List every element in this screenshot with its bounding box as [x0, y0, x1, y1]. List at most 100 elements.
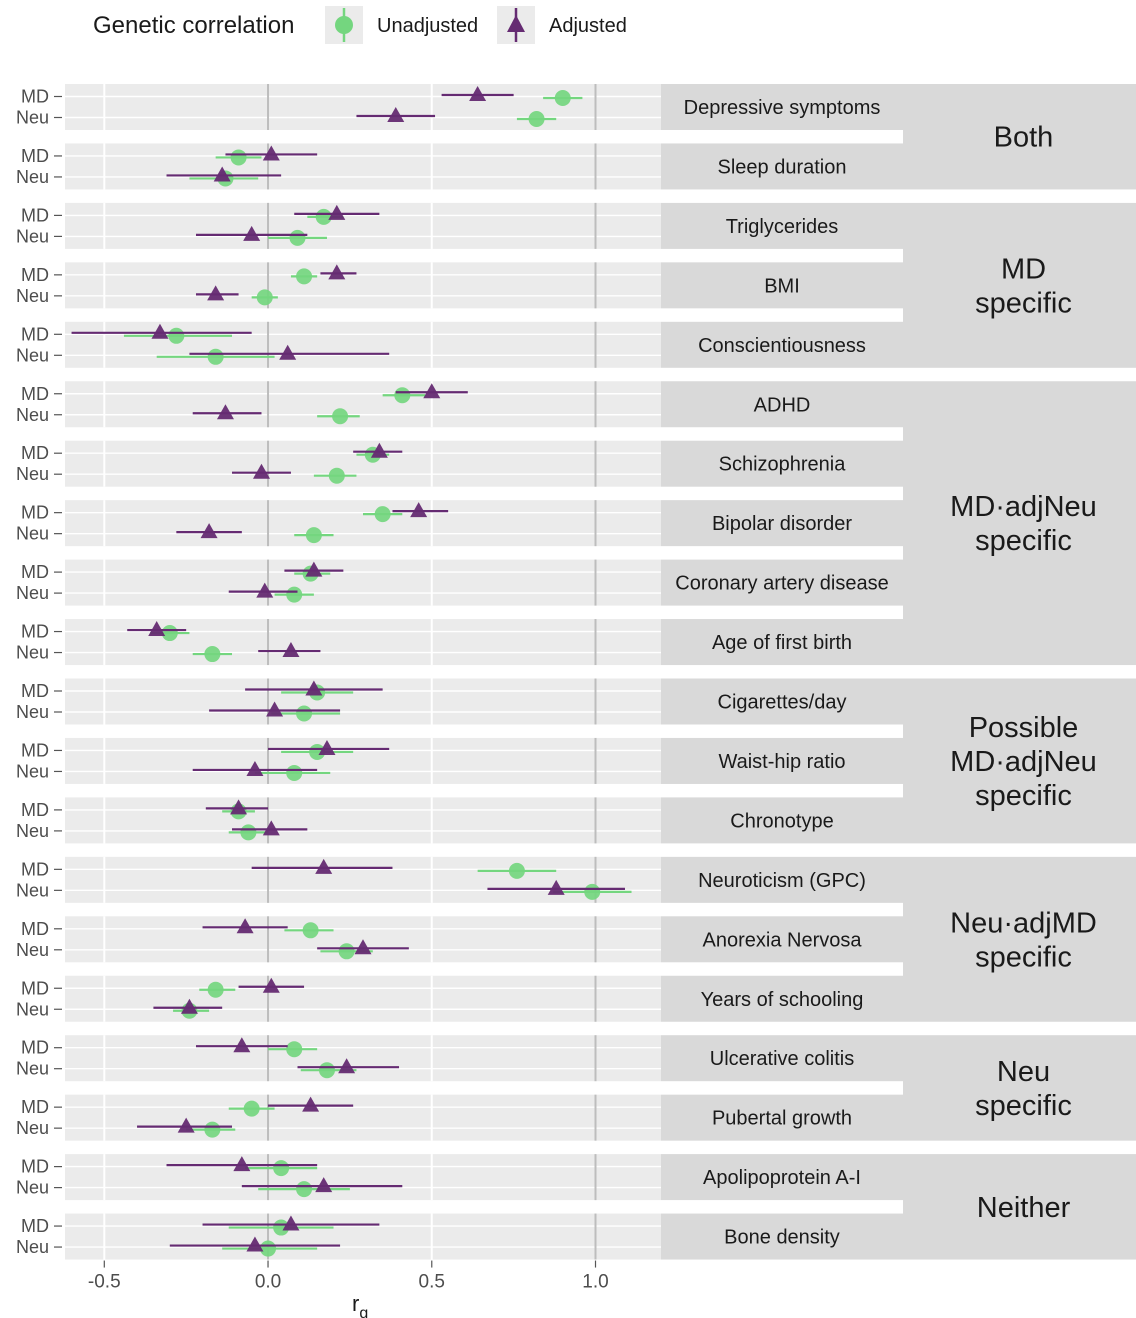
point-adjusted-neu: [252, 463, 270, 479]
x-axis-title-subscript: g: [359, 1305, 368, 1318]
trait-label: Chronotype: [730, 810, 833, 832]
trait-strip: [661, 202, 903, 249]
panel-background: [65, 143, 661, 190]
panel-background: [65, 856, 661, 903]
trait-strip: [661, 559, 903, 606]
trait-label: Cigarettes/day: [718, 692, 847, 714]
point-unadjusted-neu: [338, 943, 355, 960]
point-unadjusted-neu: [256, 289, 273, 306]
trait-label: Pubertal growth: [712, 1108, 852, 1130]
trait-label: Bipolar disorder: [712, 513, 852, 535]
trait-label: Schizophrenia: [719, 454, 847, 476]
row-label-neu: Neu: [16, 345, 49, 365]
row-label-md: MD: [21, 443, 49, 463]
row-label-neu: Neu: [16, 643, 49, 663]
panel-background: [65, 975, 661, 1022]
group-strip: [903, 381, 1136, 666]
row-label-md: MD: [21, 740, 49, 760]
legend-title: Genetic correlation: [93, 12, 294, 39]
point-adjusted-md: [305, 561, 323, 577]
point-adjusted-neu: [180, 998, 198, 1014]
row-label-md: MD: [21, 205, 49, 225]
row-label-md: MD: [21, 1097, 49, 1117]
point-adjusted-md: [423, 383, 441, 399]
row-label-neu: Neu: [16, 405, 49, 425]
point-adjusted-neu: [338, 1058, 356, 1074]
row-label-neu: Neu: [16, 286, 49, 306]
trait-label: Apolipoprotein A-I: [703, 1167, 861, 1189]
panel-background: [65, 559, 661, 606]
point-unadjusted-neu: [584, 883, 601, 900]
x-axis: -0.5 0.0 0.5 1.0: [88, 1260, 609, 1293]
group-label: specific: [975, 1090, 1072, 1122]
point-unadjusted-neu: [305, 527, 322, 544]
point-unadjusted-md: [161, 625, 178, 642]
group-strip: [903, 84, 1136, 190]
panel-background: [65, 737, 661, 784]
point-adjusted-neu: [243, 225, 261, 241]
trait-strip: [661, 84, 903, 130]
point-adjusted-md: [233, 1156, 251, 1172]
trait-strip: [661, 440, 903, 487]
row-label-neu: Neu: [16, 880, 49, 900]
point-adjusted-md: [148, 621, 166, 637]
point-unadjusted-md: [315, 208, 332, 225]
trait-strip: [661, 1213, 903, 1260]
trait-label: Coronary artery disease: [675, 573, 888, 595]
legend-key-adjusted-triangle: [507, 15, 525, 32]
point-unadjusted-neu: [240, 824, 257, 841]
row-label-md: MD: [21, 265, 49, 285]
panel-background: [65, 84, 661, 130]
group-label: specific: [975, 780, 1072, 812]
group-label: MD·adjNeu: [950, 746, 1097, 778]
row-label-neu: Neu: [16, 1178, 49, 1198]
trait-strip: [661, 975, 903, 1022]
point-adjusted-md: [151, 323, 169, 339]
point-adjusted-neu: [354, 939, 372, 955]
row-label-md: MD: [21, 1216, 49, 1236]
point-adjusted-md: [370, 442, 388, 458]
trait-label: ADHD: [754, 394, 811, 416]
trait-label: Ulcerative colitis: [710, 1048, 854, 1070]
trait-label: Neuroticism (GPC): [698, 870, 866, 892]
x-axis-title: rg: [352, 1291, 368, 1318]
legend-label-unadjusted: Unadjusted: [377, 15, 478, 37]
row-label-neu: Neu: [16, 464, 49, 484]
row-label-md: MD: [21, 87, 49, 107]
group-strip: [903, 1154, 1136, 1260]
trait-strip: [661, 1035, 903, 1082]
panel-background: [65, 1213, 661, 1260]
legend-label-adjusted: Adjusted: [549, 15, 627, 37]
trait-strip: [661, 916, 903, 963]
panel-background: [65, 797, 661, 844]
row-label-neu: Neu: [16, 167, 49, 187]
row-label-md: MD: [21, 324, 49, 344]
legend-key-unadjusted-circle: [335, 16, 353, 34]
point-adjusted-md: [410, 502, 428, 518]
trait-label: Age of first birth: [712, 632, 852, 654]
trait-strip: [661, 619, 903, 666]
point-unadjusted-neu: [207, 348, 224, 365]
point-adjusted-neu: [177, 1117, 195, 1133]
point-adjusted-md: [318, 739, 336, 755]
point-unadjusted-md: [374, 506, 391, 523]
row-label-md: MD: [21, 859, 49, 879]
point-adjusted-md: [328, 204, 346, 220]
point-unadjusted-neu: [260, 1240, 277, 1257]
row-label-md: MD: [21, 681, 49, 701]
point-unadjusted-neu: [296, 705, 313, 722]
row-label-md: MD: [21, 503, 49, 523]
